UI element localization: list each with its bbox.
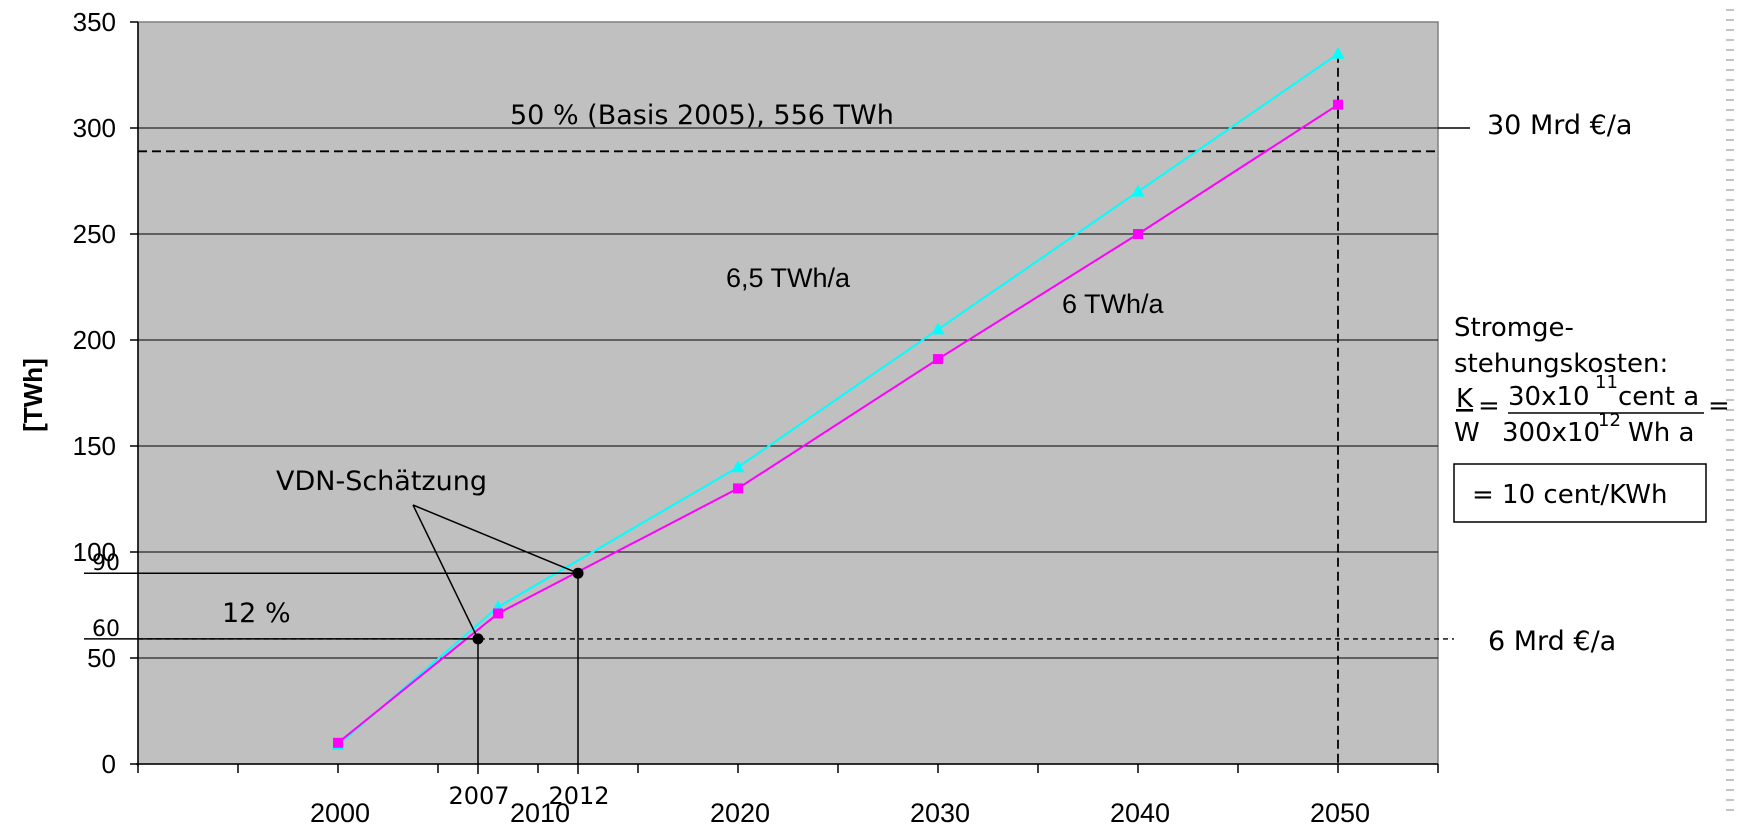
reference-label-556: 50 % (Basis 2005), 556 TWh [510,100,894,131]
plot-area [137,21,1439,765]
y-tick-label-300: 300 [73,113,116,143]
series-0-point-2030 [931,322,945,335]
formula-num-exp: 11 [1595,372,1618,393]
cost-low-label: 6 Mrd €/a [1488,626,1616,657]
formula-den-exp: 12 [1598,410,1621,431]
series-group [331,46,1345,750]
y-tick-label-0: 0 [102,749,116,779]
annotation-vdn: VDN-Schätzung [276,466,487,497]
formula-num-base: 30x10 [1508,382,1590,412]
vdn-x-label-2007: 2007 [448,782,509,810]
formula-eq-1: = [1478,391,1500,421]
cost-high-label: 30 Mrd €/a [1487,110,1632,141]
formula-w: W [1454,418,1480,448]
y-tick-label-50: 50 [87,643,116,673]
x-tick-label-2020: 2020 [710,798,770,827]
y-axis-label: [TWh] [18,358,48,432]
x-tick-label-2050: 2050 [1310,798,1370,827]
series-1-point-2020 [733,483,743,494]
formula-eq-2: = [1708,391,1730,421]
axes: 0 50 100 150 200 250 300 350 2000 2010 2020 2030 204… [73,7,1439,827]
vdn-pointer-2007 [412,504,479,640]
cost-formula: Stromge- stehungskosten: K = 30x10 11 ce… [1453,313,1730,523]
annotation-12-percent: 12 % [222,598,291,629]
vdn-estimates: 60 2007 90 2012 [84,504,610,810]
series-line-1 [337,103,1339,744]
formula-k: K [1456,384,1474,414]
vdn-x-label-2012: 2012 [548,782,609,810]
formula-result-box [1453,463,1707,523]
y-tick-label-350: 350 [73,7,116,37]
series-1-point-2050 [1333,99,1343,110]
series-1-point-2030 [933,354,943,365]
series-line-0 [337,52,1339,746]
formula-den-base: 300x10 [1502,418,1600,448]
vdn-y-label-90: 90 [92,551,120,576]
series-0-point-2050 [1331,46,1345,59]
x-tick-label-2000: 2000 [310,798,370,827]
gridlines [138,127,1438,659]
y-tick-label-150: 150 [73,431,116,461]
series-0-point-2020 [731,460,745,473]
formula-den-unit: Wh a [1628,418,1694,448]
x-tick-label-2010: 2010 [510,798,570,827]
vdn-pointer-2012 [412,504,579,574]
x-tick-label-2040: 2040 [1110,798,1170,827]
x-tick-label-2030: 2030 [910,798,970,827]
formula-result: = 10 cent/KWh [1472,480,1667,510]
y-tick-label-100: 100 [73,537,116,567]
right-edge-ticks [1726,9,1734,811]
series-1-point-2000 [333,737,343,748]
annotation-magenta-rate: 6 TWh/a [1062,289,1165,319]
formula-heading-1: Stromge- [1454,313,1574,343]
series-0-point-2040 [1131,184,1145,197]
series-1-point-2040 [1133,229,1143,239]
vdn-point-2012 [572,567,584,579]
annotation-cyan-rate: 6,5 TWh/a [726,263,851,293]
formula-num-unit: cent a [1618,382,1699,412]
y-tick-label-200: 200 [73,325,116,355]
series-1-point-2008 [493,608,503,619]
vdn-y-label-60: 60 [92,617,120,642]
formula-heading-2: stehungskosten: [1454,349,1668,379]
vdn-point-2007 [472,633,484,645]
y-tick-label-250: 250 [73,219,116,249]
